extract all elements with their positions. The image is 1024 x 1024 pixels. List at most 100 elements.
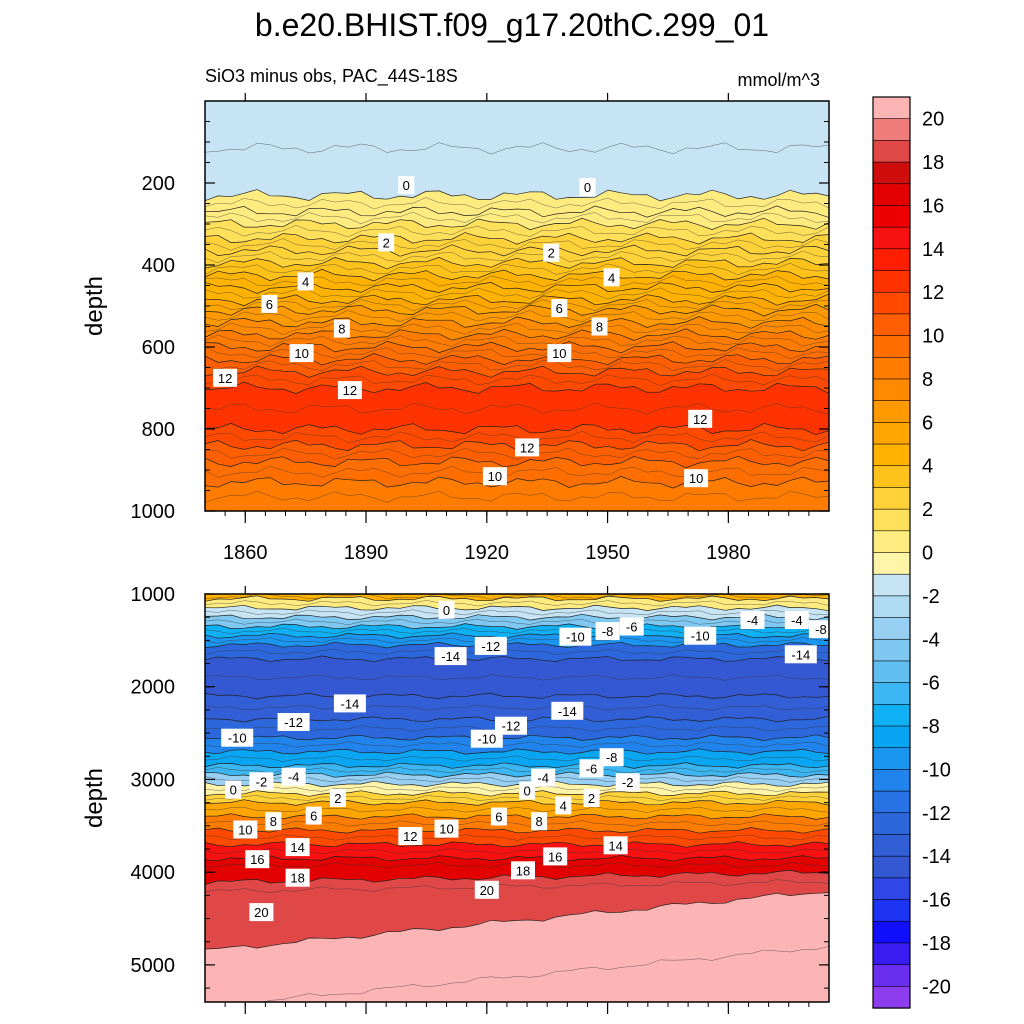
- contour-label-text: 2: [548, 246, 555, 261]
- colorbar-label: -20: [922, 976, 951, 998]
- contour-label: 6: [490, 807, 507, 826]
- contour-label: 20: [474, 880, 499, 899]
- colorbar-swatch: [872, 400, 911, 423]
- contour-label: -12: [495, 716, 527, 735]
- contour-line: [205, 373, 829, 386]
- contour-label-box: [470, 729, 503, 748]
- colorbar-label: 12: [922, 282, 944, 304]
- contour-label-box: [603, 268, 620, 287]
- contour-label-box: [281, 767, 306, 786]
- contour-label: 2: [329, 789, 346, 807]
- contour-band: [205, 257, 829, 281]
- colorbar-swatch: [872, 465, 911, 489]
- y-tick-label: 5000: [131, 955, 176, 977]
- contour-line: [205, 402, 829, 415]
- contour-label-text: 4: [560, 798, 567, 813]
- contour-label-text: 10: [689, 471, 703, 486]
- colorbar-swatch: [872, 899, 911, 922]
- contour-band: [205, 281, 829, 306]
- contour-label: -14: [333, 694, 366, 713]
- contour-label-box: [490, 807, 507, 826]
- contour-label: 12: [213, 368, 238, 387]
- contour-line: [205, 776, 829, 783]
- contour-line: [205, 641, 829, 649]
- contour-label: -2: [249, 772, 274, 791]
- contour-line: [205, 613, 829, 621]
- contour-label-text: -4: [537, 771, 549, 786]
- contour-label-text: -4: [791, 613, 803, 628]
- contour-label: -4: [740, 611, 765, 629]
- contour-band: [205, 595, 829, 611]
- contour-label-text: -10: [228, 731, 247, 746]
- contour-line: [205, 799, 829, 806]
- contour-label: 10: [233, 820, 258, 839]
- contour-label-text: -10: [566, 630, 585, 645]
- contour-label-text: 0: [443, 603, 450, 618]
- colorbar-swatch: [872, 96, 911, 120]
- contour-label-box: [474, 636, 507, 655]
- y-tick-label: 3000: [131, 769, 176, 791]
- contour-label: 14: [285, 838, 310, 857]
- contour-label-text: -8: [815, 622, 827, 637]
- contour-label-text: 0: [584, 180, 591, 195]
- contour-line: [205, 780, 829, 788]
- contour-label-text: -10: [477, 732, 496, 747]
- contour-line: [205, 244, 829, 257]
- colorbar-swatch: [872, 205, 911, 228]
- contour-band: [205, 655, 829, 699]
- contour-line: [205, 334, 829, 347]
- contour-label: 14: [603, 836, 628, 855]
- contour-line: [205, 627, 829, 635]
- contour-label-box: [297, 272, 314, 291]
- contour-line: [205, 340, 829, 354]
- contour-line: [205, 303, 829, 317]
- contour-label: -12: [474, 636, 507, 655]
- contour-label-text: 0: [523, 784, 530, 799]
- contour-label-text: -12: [502, 719, 521, 734]
- contour-label: -4: [531, 768, 556, 787]
- colorbar-swatch: [872, 725, 911, 749]
- colorbar-label: -10: [922, 759, 951, 781]
- contour-band: [205, 269, 829, 294]
- colorbar-swatch: [872, 877, 911, 901]
- contour-label: 0: [225, 780, 242, 799]
- lower-y-axis-label: depth: [81, 768, 108, 828]
- colorbar-swatch: [872, 508, 911, 532]
- contour-label-box: [398, 827, 423, 845]
- contour-label-text: 20: [254, 905, 268, 920]
- contour-label-text: 16: [548, 849, 562, 864]
- contour-label-text: 14: [290, 840, 304, 855]
- contour-label-text: 0: [230, 783, 237, 798]
- contour-label-text: -6: [626, 620, 638, 635]
- contour-label-box: [688, 409, 713, 428]
- colorbar-label: 0: [922, 543, 933, 565]
- contour-line: [205, 381, 829, 394]
- contour-band: [205, 476, 829, 511]
- contour-band: [205, 304, 829, 329]
- colorbar-swatch: [872, 487, 911, 510]
- contour-label-box: [740, 611, 765, 629]
- contour-line: [205, 299, 829, 312]
- contour-label: 0: [579, 178, 596, 197]
- contour-label: 8: [591, 317, 608, 336]
- contour-label: 12: [398, 827, 423, 845]
- contour-line: [205, 794, 829, 802]
- contour-label-text: -14: [558, 704, 577, 719]
- contour-label-box: [474, 880, 499, 899]
- contour-line: [205, 422, 829, 436]
- colorbar-label: 2: [922, 499, 933, 521]
- contour-line: [205, 257, 829, 270]
- contour-line: [205, 310, 829, 323]
- colorbar-swatch: [872, 986, 911, 1009]
- colorbar-frame: [872, 96, 911, 1009]
- contour-label-box: [684, 626, 717, 645]
- contour-band: [205, 316, 829, 341]
- x-tick-label: 1980: [706, 542, 751, 564]
- contour-label-text: 8: [338, 322, 345, 337]
- colorbar-swatch: [872, 530, 911, 554]
- contour-label-box: [337, 381, 362, 400]
- contour-line: [205, 447, 829, 460]
- contour-label-box: [221, 728, 254, 747]
- contour-label: 0: [398, 176, 415, 195]
